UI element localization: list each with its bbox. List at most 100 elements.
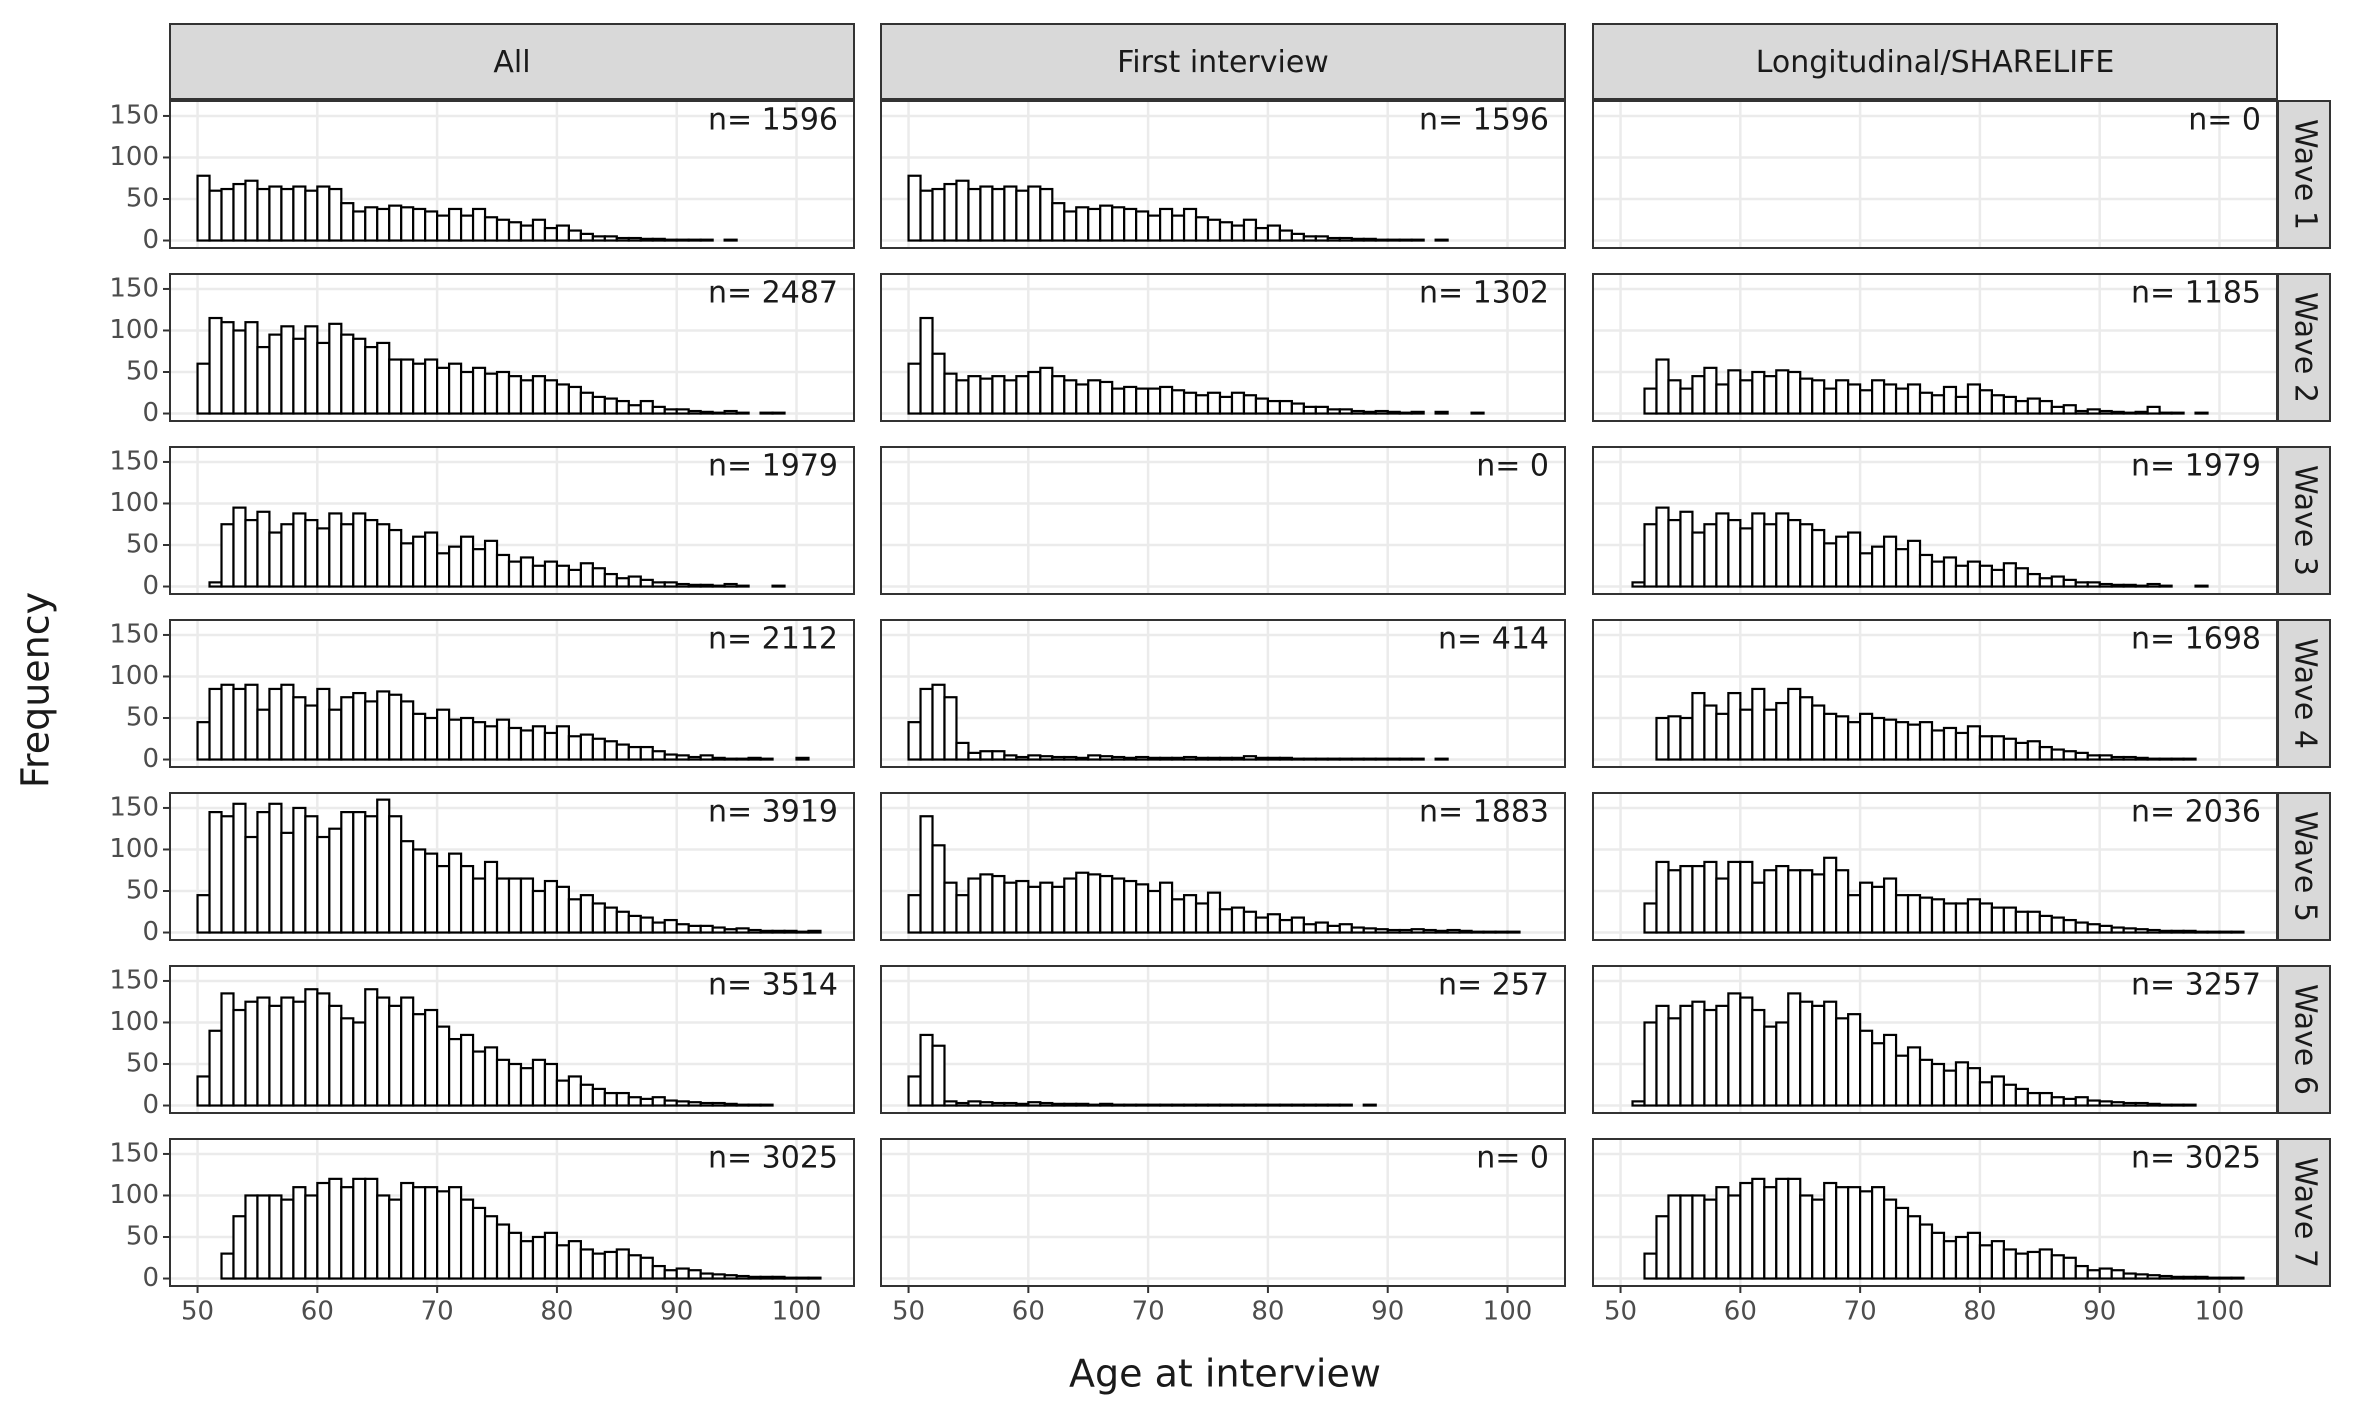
bar: [1218, 756, 1234, 761]
bar: [1643, 1252, 1658, 1280]
count-annotation: n= 2112: [708, 622, 838, 657]
bar: [1715, 712, 1730, 761]
bar: [2062, 1097, 2077, 1107]
count-annotation: n= 1596: [1419, 103, 1549, 138]
bar: [1075, 756, 1090, 761]
x-tick-label: 50: [1604, 1297, 1637, 1327]
bar: [1930, 898, 1946, 934]
y-tick-label: 50: [126, 876, 159, 906]
bar: [1398, 411, 1413, 415]
bar: [1835, 1186, 1850, 1280]
bar: [1302, 235, 1317, 242]
bar: [567, 1075, 582, 1107]
bar: [1051, 375, 1066, 415]
bar: [316, 527, 331, 588]
bar: [1039, 366, 1054, 415]
row-strip-label: Wave 6: [2288, 984, 2323, 1095]
bar: [1775, 1021, 1790, 1107]
bar: [1715, 1186, 1730, 1280]
bar: [615, 399, 630, 415]
bar: [723, 1274, 738, 1280]
x-tick-label: 60: [1724, 1297, 1757, 1327]
bar: [1655, 716, 1670, 761]
bar: [1787, 1177, 1802, 1280]
bar: [364, 518, 379, 588]
bar: [280, 831, 295, 934]
bar: [2158, 757, 2173, 761]
bar: [280, 1198, 295, 1280]
bar: [2014, 1252, 2029, 1280]
bar: [2182, 929, 2197, 934]
bar: [943, 1100, 958, 1107]
bar: [1422, 928, 1437, 934]
bar: [328, 512, 343, 588]
bar: [1170, 1103, 1186, 1107]
bar: [2074, 409, 2089, 415]
bar: [412, 712, 427, 761]
bar: [531, 375, 547, 415]
bar: [1954, 1235, 1970, 1280]
bar: [471, 721, 487, 761]
bar: [436, 1025, 451, 1107]
bar: [364, 1177, 379, 1280]
bar: [1906, 1046, 1922, 1107]
bar: [459, 716, 475, 761]
bar: [1847, 383, 1862, 415]
bar: [280, 523, 295, 588]
bar: [1135, 210, 1150, 242]
bar: [723, 1102, 738, 1107]
bar: [1111, 387, 1126, 415]
bar: [2002, 1083, 2017, 1107]
bar: [651, 581, 666, 588]
bar: [196, 1075, 211, 1107]
bar: [2110, 926, 2125, 934]
row-strip-label: Wave 1: [2288, 119, 2323, 230]
bar: [555, 224, 571, 242]
bar: [292, 337, 307, 415]
bar: [1374, 409, 1389, 415]
bar: [471, 548, 487, 588]
bar: [304, 518, 319, 588]
bar: [424, 358, 439, 415]
bar: [292, 806, 307, 934]
bar: [1434, 757, 1449, 761]
bar: [603, 235, 618, 242]
x-tick-label: 100: [772, 1297, 822, 1327]
bar: [448, 207, 463, 242]
panel-border: [169, 965, 855, 1114]
bar: [424, 1008, 439, 1107]
bar: [2122, 755, 2137, 761]
bar: [2074, 1096, 2089, 1107]
bar: [1182, 207, 1198, 242]
bar: [639, 578, 654, 588]
bar: [208, 189, 223, 242]
bar: [1823, 712, 1838, 761]
bar: [1966, 560, 1982, 588]
x-tick-label: 70: [1844, 1297, 1877, 1327]
bar: [196, 894, 211, 934]
bar: [1655, 1004, 1670, 1107]
bar: [268, 185, 283, 242]
y-tick-label: 150: [109, 619, 159, 649]
bar: [555, 725, 571, 761]
bar: [615, 236, 630, 242]
bar: [1015, 879, 1030, 934]
bar: [1763, 375, 1778, 415]
bar: [2158, 929, 2173, 934]
count-annotation: n= 414: [1438, 622, 1549, 657]
row-strip-label: Wave 4: [2288, 638, 2323, 749]
count-annotation: n= 1698: [2131, 622, 2261, 657]
bar: [1015, 1102, 1030, 1107]
bar: [2062, 578, 2077, 588]
bar: [2086, 1099, 2101, 1107]
bar: [579, 391, 594, 415]
bar: [2110, 1269, 2125, 1280]
bar: [1051, 1102, 1066, 1107]
bar: [1170, 756, 1186, 761]
bar: [232, 182, 247, 242]
bar: [2086, 408, 2101, 415]
bar: [364, 345, 379, 415]
bar: [1930, 729, 1946, 761]
bar: [627, 1254, 642, 1280]
bar: [579, 562, 594, 588]
